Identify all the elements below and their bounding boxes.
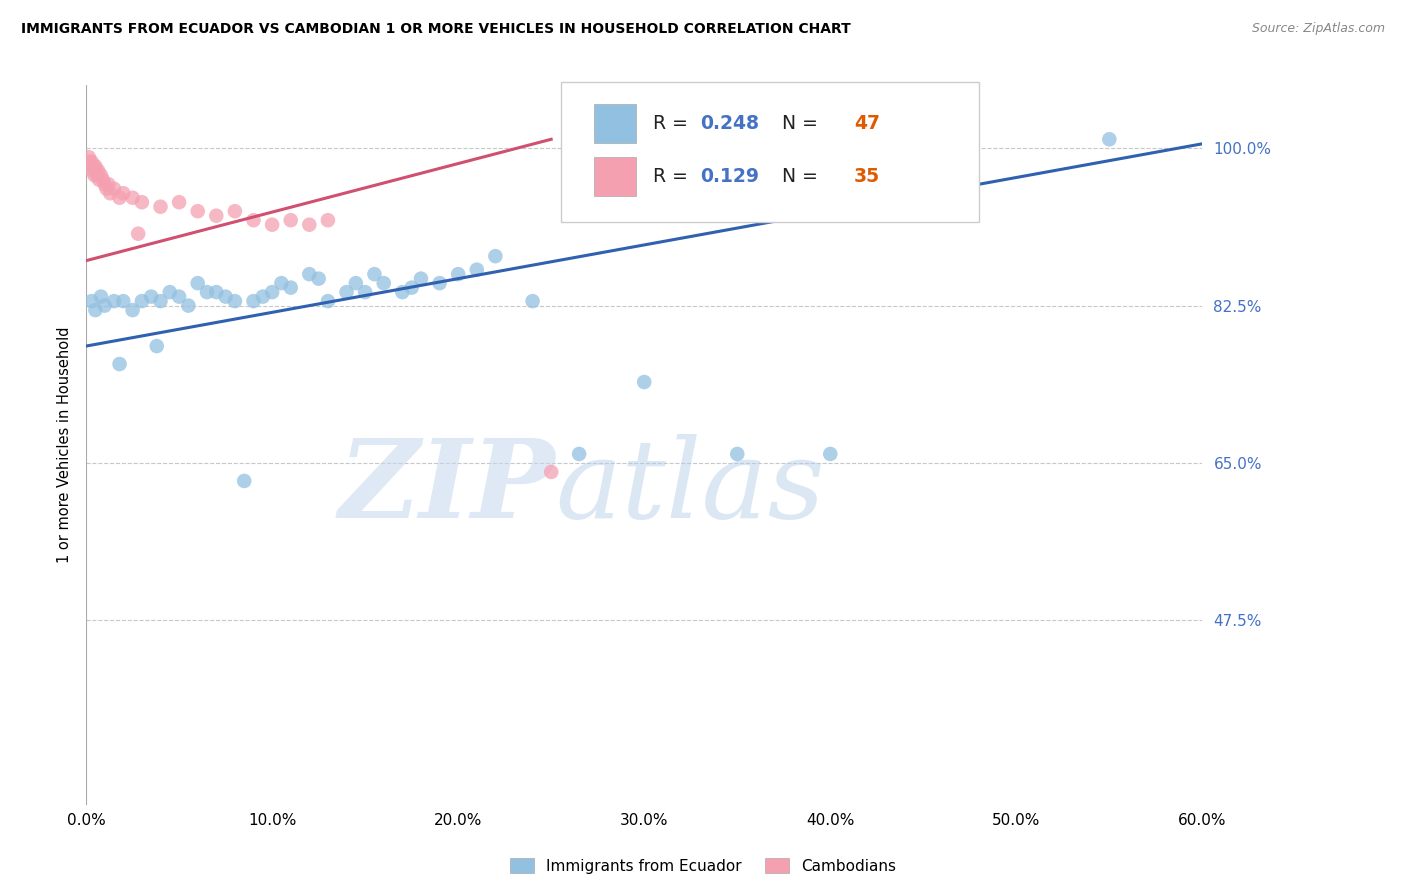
Point	[242, 294, 264, 309]
Point	[354, 285, 377, 299]
Point	[86, 168, 108, 182]
Point	[1098, 132, 1121, 146]
Point	[409, 271, 432, 285]
Point	[91, 173, 114, 187]
Text: N =: N =	[770, 114, 824, 133]
Point	[298, 267, 321, 281]
Point	[121, 303, 143, 318]
Point	[214, 290, 236, 304]
Point	[84, 163, 107, 178]
Point	[252, 290, 274, 304]
Point	[112, 294, 135, 309]
Point	[141, 290, 163, 304]
Legend: Immigrants from Ecuador, Cambodians: Immigrants from Ecuador, Cambodians	[503, 852, 903, 880]
Point	[280, 213, 302, 227]
Point	[108, 191, 131, 205]
Point	[484, 249, 506, 263]
Point	[159, 285, 181, 299]
Point	[98, 186, 121, 201]
Point	[149, 294, 172, 309]
Text: R =: R =	[654, 114, 695, 133]
Point	[177, 299, 200, 313]
Point	[93, 178, 115, 192]
Point	[429, 276, 451, 290]
Point	[344, 276, 367, 290]
Point	[82, 163, 104, 178]
Point	[90, 290, 112, 304]
Text: IMMIGRANTS FROM ECUADOR VS CAMBODIAN 1 OR MORE VEHICLES IN HOUSEHOLD CORRELATION: IMMIGRANTS FROM ECUADOR VS CAMBODIAN 1 O…	[21, 22, 851, 37]
Point	[373, 276, 395, 290]
Point	[87, 173, 110, 187]
Point	[131, 195, 153, 210]
Point	[79, 154, 101, 169]
Point	[187, 276, 209, 290]
Point	[167, 290, 190, 304]
Point	[205, 209, 228, 223]
Point	[316, 213, 339, 227]
Point	[205, 285, 228, 299]
FancyBboxPatch shape	[561, 82, 979, 222]
Point	[233, 474, 256, 488]
Point	[80, 294, 103, 309]
FancyBboxPatch shape	[593, 157, 637, 196]
Text: 0.248: 0.248	[700, 114, 759, 133]
Point	[187, 204, 209, 219]
Point	[149, 200, 172, 214]
Text: N =: N =	[770, 167, 824, 186]
Text: 35: 35	[853, 167, 880, 186]
Point	[96, 182, 118, 196]
Point	[401, 280, 423, 294]
Point	[87, 163, 110, 178]
Point	[93, 299, 115, 313]
FancyBboxPatch shape	[593, 103, 637, 144]
Point	[103, 294, 125, 309]
Point	[224, 204, 246, 219]
Point	[131, 294, 153, 309]
Point	[725, 447, 748, 461]
Point	[121, 191, 143, 205]
Point	[262, 285, 284, 299]
Point	[280, 280, 302, 294]
Point	[195, 285, 218, 299]
Point	[108, 357, 131, 371]
Point	[335, 285, 357, 299]
Text: Source: ZipAtlas.com: Source: ZipAtlas.com	[1251, 22, 1385, 36]
Point	[391, 285, 413, 299]
Point	[112, 186, 135, 201]
Text: R =: R =	[654, 167, 695, 186]
Point	[568, 447, 591, 461]
Point	[83, 168, 105, 182]
Point	[103, 182, 125, 196]
Point	[242, 213, 264, 227]
Point	[90, 168, 112, 182]
Point	[540, 465, 562, 479]
Point	[77, 150, 100, 164]
Point	[97, 178, 120, 192]
Point	[316, 294, 339, 309]
Point	[308, 271, 330, 285]
Point	[522, 294, 544, 309]
Point	[127, 227, 149, 241]
Text: atlas: atlas	[555, 434, 824, 541]
Point	[167, 195, 190, 210]
Text: 0.129: 0.129	[700, 167, 759, 186]
Point	[363, 267, 385, 281]
Point	[298, 218, 321, 232]
Point	[465, 262, 488, 277]
Point	[270, 276, 292, 290]
Point	[224, 294, 246, 309]
Text: 47: 47	[853, 114, 880, 133]
Point	[84, 159, 107, 173]
Point	[84, 303, 107, 318]
Point	[447, 267, 470, 281]
Point	[80, 159, 103, 173]
Point	[262, 218, 284, 232]
Y-axis label: 1 or more Vehicles in Household: 1 or more Vehicles in Household	[58, 326, 72, 563]
Point	[145, 339, 167, 353]
Point	[80, 154, 103, 169]
Point	[83, 159, 105, 173]
Text: ZIP: ZIP	[339, 434, 555, 541]
Point	[633, 375, 655, 389]
Point	[820, 447, 842, 461]
